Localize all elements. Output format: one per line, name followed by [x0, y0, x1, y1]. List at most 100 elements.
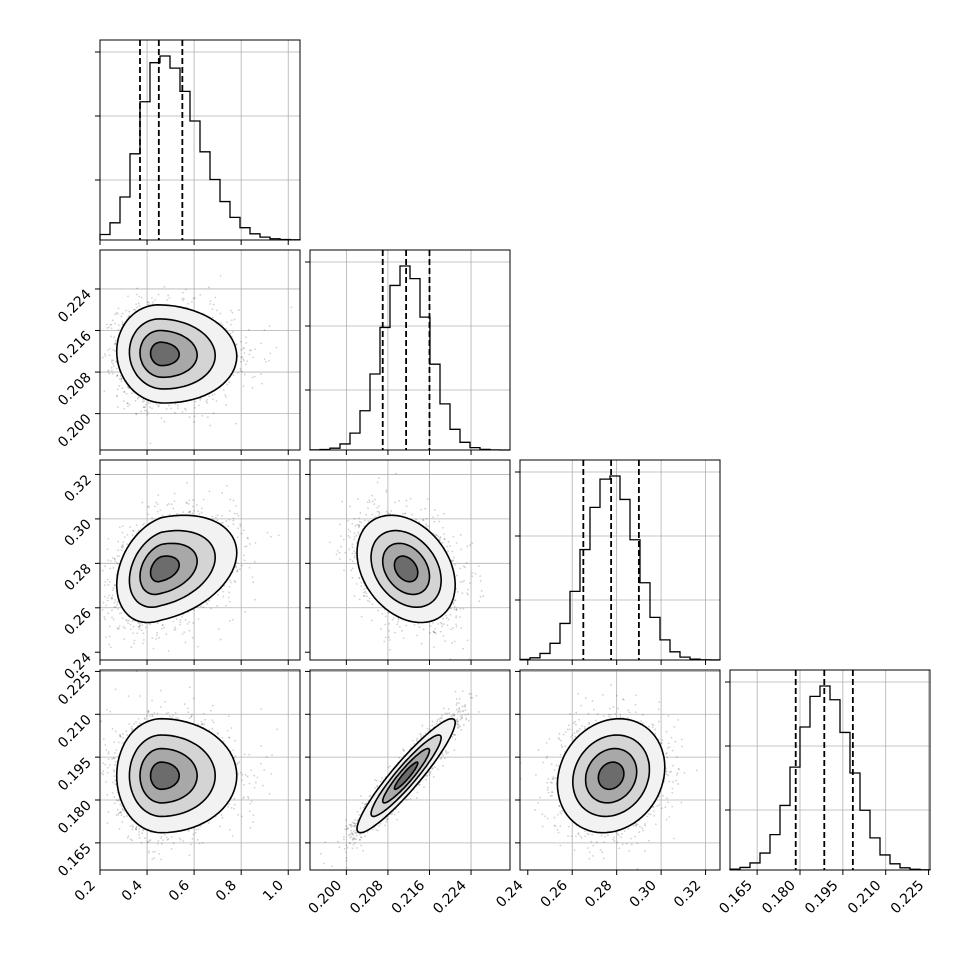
sample-point: [127, 622, 129, 625]
sample-point: [149, 442, 152, 445]
sample-point: [160, 417, 163, 419]
sample-point: [189, 511, 192, 513]
sample-point: [186, 502, 188, 505]
sample-point: [113, 601, 116, 604]
sample-point: [106, 599, 109, 602]
sample-point: [136, 632, 139, 635]
sample-point: [221, 324, 224, 327]
sample-point: [239, 367, 242, 370]
sample-point: [170, 407, 173, 410]
sample-point: [147, 402, 150, 404]
sample-point: [112, 359, 115, 362]
sample-point: [94, 592, 96, 594]
sample-point: [118, 526, 121, 529]
sample-point: [242, 347, 245, 349]
sample-point: [124, 627, 126, 630]
sample-point: [246, 360, 249, 363]
sample-point: [120, 612, 123, 614]
sample-point: [232, 499, 235, 502]
sample-point: [192, 622, 195, 624]
sample-point: [208, 490, 211, 493]
sample-point: [142, 639, 145, 641]
sample-point: [199, 293, 202, 296]
sample-point: [132, 308, 135, 311]
sample-point: [123, 390, 125, 393]
sample-point: [277, 534, 280, 537]
sample-point: [228, 591, 231, 594]
sample-point: [155, 638, 158, 640]
sample-point: [228, 381, 231, 384]
sample-point: [110, 598, 113, 600]
sample-point: [235, 566, 238, 569]
sample-point: [168, 404, 171, 407]
sample-point: [116, 601, 119, 604]
sample-point: [231, 311, 234, 314]
sample-point: [111, 369, 113, 372]
sample-point: [250, 349, 252, 352]
sample-point: [119, 375, 122, 377]
sample-point: [265, 360, 268, 363]
sample-point: [113, 584, 116, 586]
y-tick-label: 0.224: [55, 286, 95, 326]
sample-point: [161, 624, 164, 626]
sample-point: [234, 581, 237, 584]
sample-point: [135, 413, 138, 416]
scatter-group: [94, 481, 280, 652]
sample-point: [186, 623, 189, 625]
sample-point: [181, 291, 184, 294]
sample-point: [143, 400, 145, 402]
sample-point: [237, 527, 240, 530]
sample-point: [227, 596, 230, 599]
sample-point: [116, 388, 119, 391]
sample-point: [184, 641, 187, 644]
sample-point: [111, 372, 114, 375]
sample-point: [116, 608, 119, 610]
sample-point: [244, 363, 247, 366]
sample-point: [114, 584, 116, 587]
sample-point: [121, 323, 124, 326]
sample-point: [127, 295, 129, 298]
histogram: [309, 265, 511, 451]
sample-point: [138, 628, 141, 630]
sample-point: [114, 560, 117, 563]
sample-point: [142, 632, 145, 635]
sample-point: [193, 296, 196, 299]
sample-point: [219, 312, 222, 315]
sample-point: [197, 618, 200, 620]
sample-point: [103, 390, 106, 393]
sample-point: [114, 343, 117, 346]
sample-point: [216, 604, 219, 607]
sample-point: [108, 594, 110, 597]
sample-point: [212, 518, 215, 520]
sample-point: [197, 645, 199, 648]
sample-point: [211, 316, 214, 319]
sample-point: [156, 631, 158, 634]
x-tick-label: 0.210: [845, 878, 885, 918]
x-tick-label: 0.195: [802, 878, 842, 918]
sample-point: [123, 407, 126, 410]
sample-point: [248, 353, 251, 356]
histogram: [729, 685, 931, 871]
sample-point: [125, 392, 128, 395]
sample-point: [228, 600, 231, 603]
sample-point: [137, 626, 140, 628]
sample-point: [173, 500, 176, 503]
sample-point: [207, 286, 210, 289]
sample-point: [104, 618, 107, 621]
sample-point: [290, 306, 293, 309]
sample-point: [106, 349, 109, 351]
sample-point: [128, 310, 131, 313]
sample-point: [254, 348, 257, 351]
sample-point: [136, 306, 138, 309]
sample-point: [126, 619, 129, 622]
sample-point: [188, 621, 191, 624]
sample-point: [141, 624, 144, 627]
sample-point: [165, 407, 168, 410]
x-tick-label: 0.165: [716, 878, 756, 918]
sample-point: [114, 342, 117, 344]
sample-point: [161, 624, 164, 627]
sample-point: [231, 330, 234, 333]
sample-point: [110, 335, 112, 338]
sample-point: [222, 595, 225, 598]
sample-point: [151, 637, 154, 639]
